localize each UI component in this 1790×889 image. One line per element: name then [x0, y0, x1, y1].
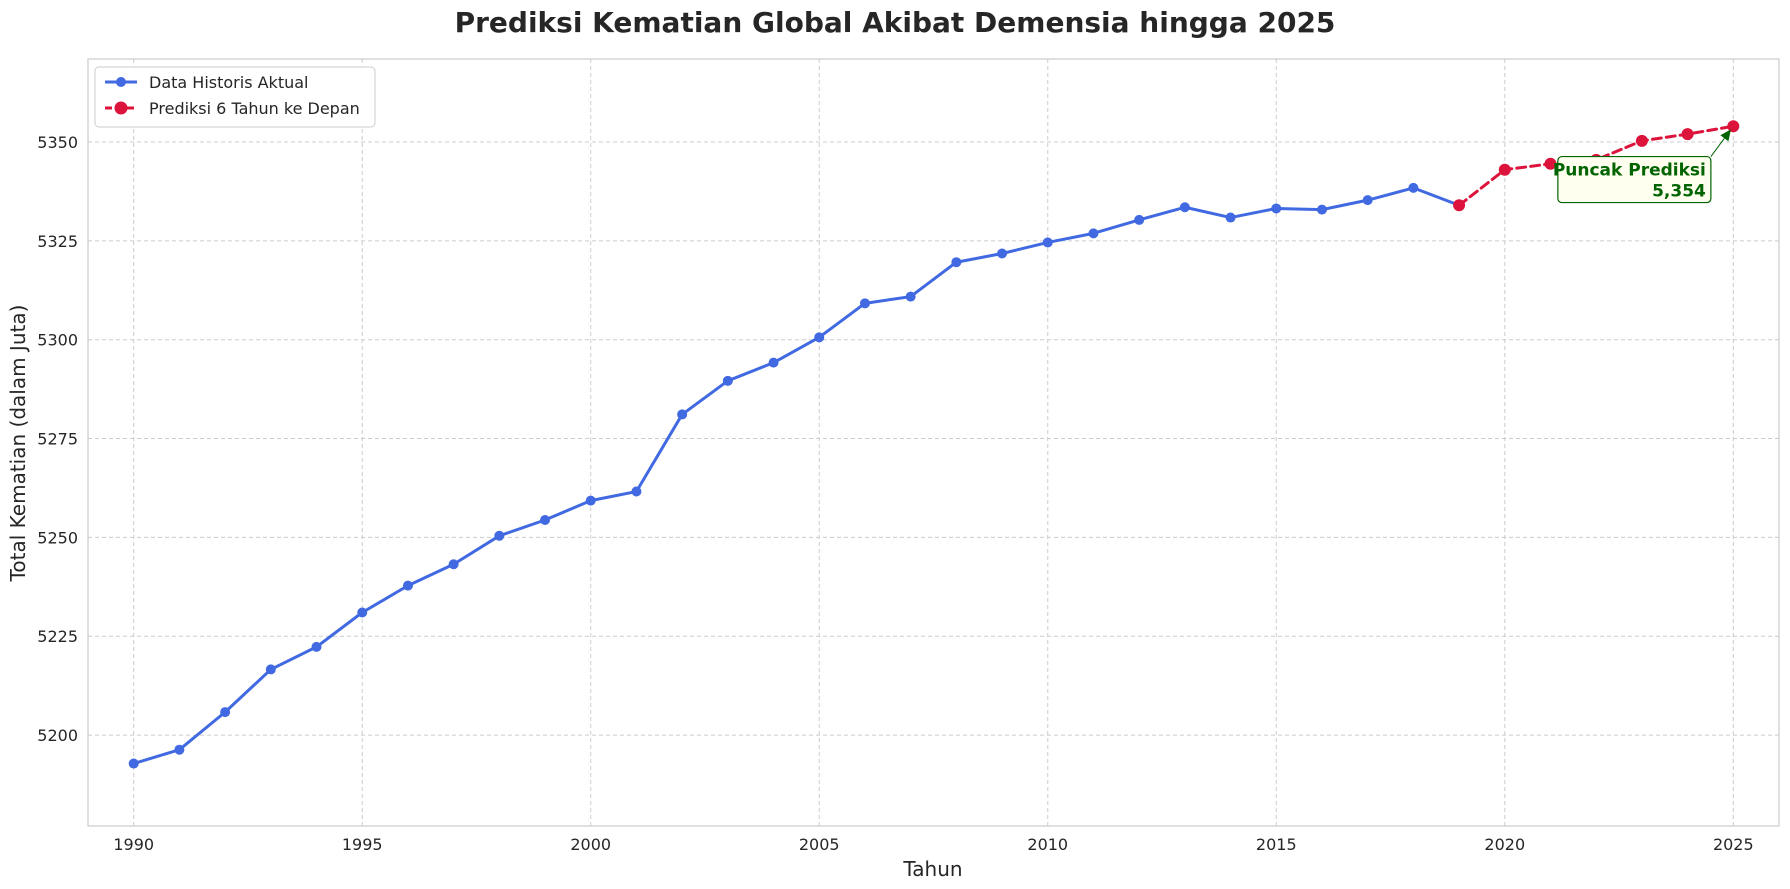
legend-label-historis: Data Historis Aktual	[149, 73, 308, 92]
data-point-0-2015	[1271, 203, 1282, 214]
data-point-1-2021	[1544, 157, 1557, 170]
data-point-0-2011	[1088, 228, 1099, 239]
data-point-1-2025	[1727, 120, 1740, 133]
legend-label-prediksi: Prediksi 6 Tahun ke Depan	[149, 99, 360, 118]
data-point-0-1993	[265, 664, 276, 675]
data-point-0-2008	[951, 257, 962, 268]
data-point-1-2019	[1453, 199, 1466, 212]
x-tick-label: 2005	[799, 835, 840, 854]
legend: Data Historis Aktual Prediksi 6 Tahun ke…	[94, 66, 376, 128]
y-tick-label: 5225	[37, 627, 78, 646]
data-point-0-2002	[677, 409, 688, 420]
data-point-0-2012	[1134, 214, 1145, 225]
data-point-0-2005	[814, 332, 825, 343]
data-point-1-2020	[1498, 163, 1511, 176]
y-axis-label: Total Kematian (dalam Juta)	[6, 305, 30, 583]
data-point-0-2014	[1225, 212, 1236, 223]
annotation-arrow-head	[1720, 129, 1731, 142]
data-point-0-2003	[722, 375, 733, 386]
legend-marker-prediksi	[114, 101, 128, 115]
x-tick-label: 2000	[570, 835, 611, 854]
data-point-0-2013	[1179, 202, 1190, 213]
data-point-0-2001	[631, 486, 642, 497]
data-point-0-1998	[494, 530, 505, 541]
y-tick-label: 5200	[37, 726, 78, 745]
data-point-0-1999	[540, 514, 551, 525]
data-point-0-1995	[357, 607, 368, 618]
data-point-0-1997	[448, 559, 459, 570]
y-axis-ticks: 5200 5225 5250 5275 5300 5325 5350	[37, 133, 78, 745]
annotation-label: Puncak Prediksi	[1553, 161, 1706, 181]
data-point-0-1991	[174, 744, 185, 755]
y-tick-label: 5325	[37, 232, 78, 251]
annotation-arrow	[1710, 137, 1725, 157]
data-point-0-2004	[768, 357, 779, 368]
annotation: Puncak Prediksi 5,354	[1553, 129, 1731, 204]
data-point-0-2017	[1362, 195, 1373, 206]
data-point-0-1990	[128, 758, 139, 769]
data-point-0-2018	[1408, 182, 1419, 193]
x-axis-ticks: 1990 1995 2000 2005 2010 2015 2020 2025	[113, 835, 1753, 854]
chart-title: Prediksi Kematian Global Akibat Demensia…	[455, 6, 1336, 39]
x-tick-label: 1990	[113, 835, 154, 854]
grid-lines	[88, 59, 1779, 826]
data-point-0-2000	[585, 495, 596, 506]
data-point-0-1992	[220, 707, 231, 718]
y-tick-label: 5275	[37, 430, 78, 449]
data-point-0-1994	[311, 641, 322, 652]
annotation-value: 5,354	[1652, 182, 1706, 202]
data-point-0-1996	[402, 580, 413, 591]
x-tick-label: 2015	[1256, 835, 1297, 854]
data-point-0-2007	[905, 291, 916, 302]
legend-box	[94, 66, 376, 128]
data-point-1-2024	[1681, 128, 1694, 141]
x-tick-label: 2025	[1713, 835, 1754, 854]
data-point-1-2023	[1635, 134, 1648, 147]
data-point-0-2006	[859, 298, 870, 309]
y-tick-label: 5300	[37, 331, 78, 350]
series-line-0	[132, 186, 1461, 766]
x-axis-label: Tahun	[902, 857, 962, 881]
x-tick-label: 2020	[1484, 835, 1525, 854]
legend-marker-historis	[116, 77, 126, 87]
data-point-0-2010	[1042, 237, 1053, 248]
plot-frame	[87, 58, 1780, 827]
y-tick-label: 5350	[37, 133, 78, 152]
x-tick-label: 1995	[342, 835, 383, 854]
data-point-0-2009	[997, 248, 1008, 259]
y-tick-label: 5250	[37, 528, 78, 547]
x-tick-label: 2010	[1027, 835, 1068, 854]
annotation-box	[1557, 155, 1712, 204]
data-point-0-2016	[1316, 204, 1327, 215]
